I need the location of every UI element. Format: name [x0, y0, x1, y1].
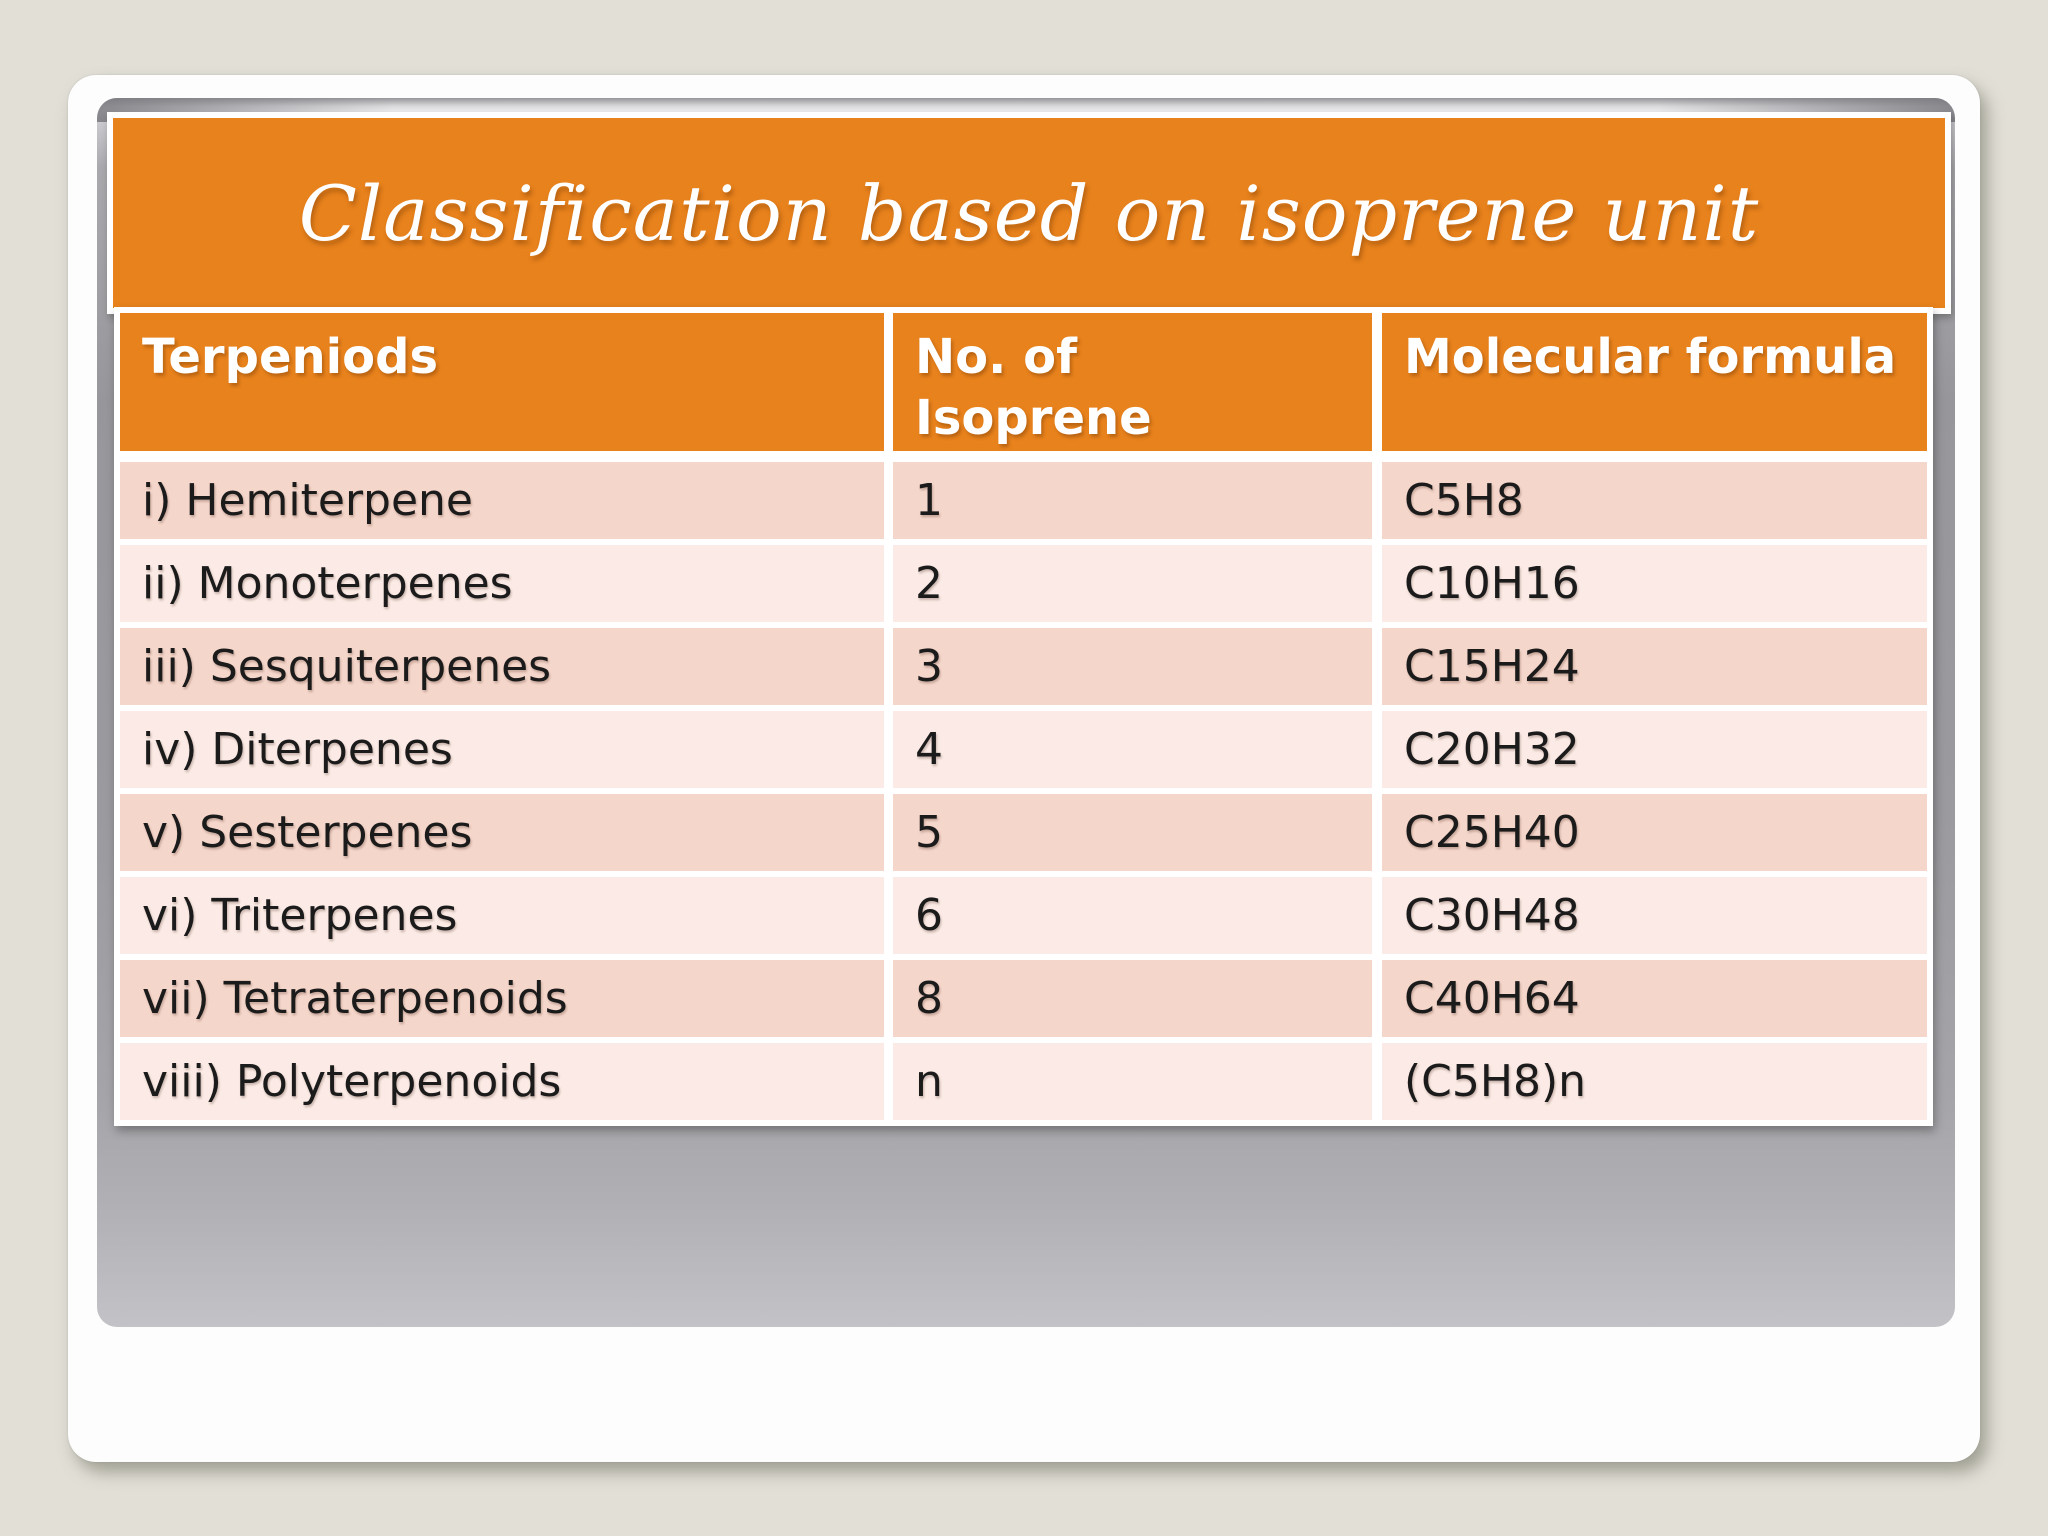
cell-isoprene-count: 2 — [893, 545, 1372, 622]
cell-terpenoid: vii) Tetraterpenoids — [120, 960, 884, 1037]
table-row: i) Hemiterpene 1 C5H8 — [120, 462, 1927, 539]
table-row: vi) Triterpenes 6 C30H48 — [120, 877, 1927, 954]
cell-isoprene-count: n — [893, 1043, 1372, 1120]
table-row: iv) Diterpenes 4 C20H32 — [120, 711, 1927, 788]
table-header-row: Terpeniods No. of Isoprene Molecular for… — [120, 313, 1927, 451]
cell-formula: C20H32 — [1382, 711, 1927, 788]
slide-title: Classification based on isoprene unit — [298, 168, 1760, 258]
cell-formula: (C5H8)n — [1382, 1043, 1927, 1120]
cell-formula: C30H48 — [1382, 877, 1927, 954]
metallic-panel: Classification based on isoprene unit Te… — [97, 98, 1955, 1327]
cell-terpenoid: ii) Monoterpenes — [120, 545, 884, 622]
cell-formula: C5H8 — [1382, 462, 1927, 539]
cell-terpenoid: viii) Polyterpenoids — [120, 1043, 884, 1120]
cell-terpenoid: v) Sesterpenes — [120, 794, 884, 871]
cell-terpenoid: iii) Sesquiterpenes — [120, 628, 884, 705]
title-bar-frame: Classification based on isoprene unit — [107, 112, 1951, 314]
cell-terpenoid: iv) Diterpenes — [120, 711, 884, 788]
cell-terpenoid: vi) Triterpenes — [120, 877, 884, 954]
slide-card: Classification based on isoprene unit Te… — [68, 75, 1980, 1462]
table-row: iii) Sesquiterpenes 3 C15H24 — [120, 628, 1927, 705]
cell-isoprene-count: 6 — [893, 877, 1372, 954]
table-row: ii) Monoterpenes 2 C10H16 — [120, 545, 1927, 622]
table-row: vii) Tetraterpenoids 8 C40H64 — [120, 960, 1927, 1037]
cell-formula: C40H64 — [1382, 960, 1927, 1037]
classification-table: Terpeniods No. of Isoprene Molecular for… — [114, 307, 1933, 1126]
column-header-terpenoids: Terpeniods — [120, 313, 884, 451]
cell-isoprene-count: 5 — [893, 794, 1372, 871]
column-header-molecular-formula: Molecular formula — [1382, 313, 1927, 451]
cell-formula: C25H40 — [1382, 794, 1927, 871]
cell-terpenoid: i) Hemiterpene — [120, 462, 884, 539]
cell-formula: C10H16 — [1382, 545, 1927, 622]
column-header-isoprene-count: No. of Isoprene — [893, 313, 1372, 451]
cell-isoprene-count: 8 — [893, 960, 1372, 1037]
title-bar: Classification based on isoprene unit — [113, 118, 1945, 308]
cell-isoprene-count: 3 — [893, 628, 1372, 705]
table-row: v) Sesterpenes 5 C25H40 — [120, 794, 1927, 871]
cell-isoprene-count: 4 — [893, 711, 1372, 788]
cell-isoprene-count: 1 — [893, 462, 1372, 539]
table-row: viii) Polyterpenoids n (C5H8)n — [120, 1043, 1927, 1120]
cell-formula: C15H24 — [1382, 628, 1927, 705]
